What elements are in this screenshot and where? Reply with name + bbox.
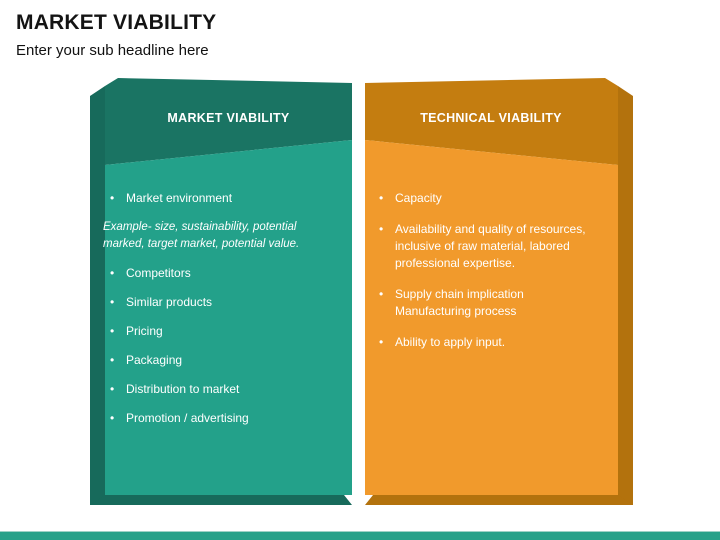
panel-body-face	[365, 140, 618, 495]
list-item: • Pricing	[110, 323, 342, 340]
list-item: • Similar products	[110, 294, 342, 311]
list-item-text: Ability to apply input.	[395, 335, 506, 349]
list-item: • Packaging	[110, 352, 342, 369]
list-item-text: Capacity	[395, 191, 442, 205]
technical-panel-content: • Capacity • Availability and quality of…	[379, 190, 617, 365]
list-item-text: Market environment	[126, 191, 233, 205]
list-item: • Promotion / advertising	[110, 410, 342, 427]
panel-header-face	[105, 78, 352, 165]
market-panel-shape	[90, 78, 352, 505]
list-item-text: Supply chain implication Manufacturing p…	[395, 287, 524, 318]
panel-side-face	[618, 86, 633, 505]
bullet-icon: •	[110, 382, 115, 396]
list-item: • Competitors	[110, 265, 342, 282]
list-item: • Availability and quality of resources,…	[379, 221, 617, 272]
panel-body-face	[105, 140, 352, 495]
page-subtitle: Enter your sub headline here	[16, 42, 209, 59]
page-title: MARKET VIABILITY	[16, 11, 217, 34]
list-item: • Supply chain implication Manufacturing…	[379, 286, 617, 320]
example-note: Example- size, sustainability, potential…	[103, 221, 300, 250]
bullet-icon: •	[110, 191, 115, 205]
list-item: • Market environment	[110, 190, 342, 207]
panel-side-face	[90, 86, 105, 505]
panel-bottom-bevel	[90, 495, 352, 505]
bullet-icon: •	[110, 295, 115, 309]
bullet-icon: •	[110, 266, 115, 280]
panel-bottom-bevel	[365, 495, 633, 505]
list-item-text: Promotion / advertising	[126, 411, 249, 425]
list-item-text: Availability and quality of resources, i…	[395, 222, 586, 270]
bullet-icon: •	[110, 324, 115, 338]
list-item-text: Competitors	[126, 266, 191, 280]
technical-panel-shape	[365, 78, 633, 505]
market-panel-content: • Market environment Example- size, sust…	[103, 190, 342, 439]
market-viability-panel: MARKET VIABILITY • Market environment Ex…	[90, 78, 352, 505]
list-item-text: Packaging	[126, 353, 183, 367]
list-item-text: Similar products	[126, 295, 213, 309]
panel-header-face	[365, 78, 618, 165]
bullet-icon: •	[379, 222, 384, 236]
technical-viability-panel: TECHNICAL VIABILITY • Capacity • Availab…	[365, 78, 633, 505]
bullet-icon: •	[379, 191, 384, 205]
technical-panel-title: TECHNICAL VIABILITY	[420, 111, 562, 125]
bullet-icon: •	[110, 353, 115, 367]
list-item-text: Pricing	[126, 324, 163, 338]
list-item: • Capacity	[379, 190, 617, 207]
market-panel-title: MARKET VIABILITY	[167, 111, 290, 125]
list-item-text: Distribution to market	[126, 382, 240, 396]
bullet-icon: •	[379, 335, 384, 349]
footer-accent-bar	[0, 531, 720, 540]
bullet-icon: •	[379, 287, 384, 301]
list-item: • Ability to apply input.	[379, 334, 617, 351]
list-item: • Distribution to market	[110, 381, 342, 398]
bullet-icon: •	[110, 411, 115, 425]
